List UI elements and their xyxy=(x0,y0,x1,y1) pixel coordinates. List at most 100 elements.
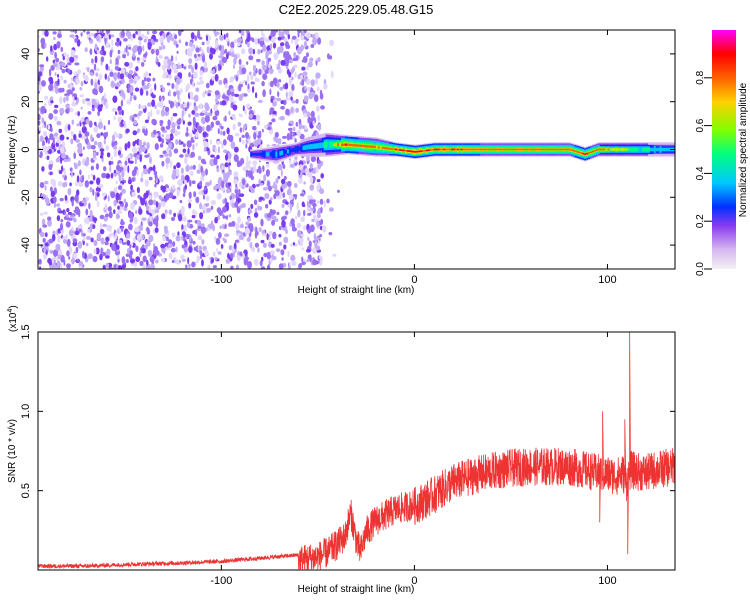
noise-speckle xyxy=(60,46,64,53)
noise-speckle xyxy=(293,64,298,69)
signal-band-cell xyxy=(657,147,660,152)
y-tick-label: 0.5 xyxy=(20,483,32,498)
noise-speckle xyxy=(42,140,45,147)
noise-speckle xyxy=(79,94,84,98)
noise-speckle xyxy=(118,227,122,234)
noise-speckle xyxy=(201,49,204,53)
noise-speckle xyxy=(266,59,268,67)
noise-speckle xyxy=(107,119,111,125)
noise-speckle xyxy=(122,242,127,245)
signal-band-cell xyxy=(393,148,396,151)
noise-speckle xyxy=(202,131,208,138)
noise-speckle xyxy=(129,95,133,102)
signal-band-cell xyxy=(261,152,264,156)
noise-speckle xyxy=(43,248,47,253)
noise-speckle xyxy=(129,254,133,260)
noise-speckle xyxy=(95,247,100,255)
noise-speckle xyxy=(139,88,144,96)
noise-speckle xyxy=(264,124,268,130)
noise-speckle xyxy=(59,107,65,115)
noise-speckle xyxy=(199,112,205,117)
noise-speckle xyxy=(167,119,171,127)
noise-speckle xyxy=(283,236,289,244)
noise-speckle xyxy=(165,236,169,242)
noise-speckle xyxy=(48,113,54,120)
signal-band-cell xyxy=(385,147,388,150)
noise-speckle xyxy=(317,114,320,122)
noise-speckle xyxy=(54,51,57,59)
noise-speckle xyxy=(168,73,172,80)
noise-speckle xyxy=(168,239,172,244)
noise-speckle xyxy=(110,156,113,161)
noise-speckle xyxy=(303,112,307,118)
noise-speckle xyxy=(65,122,69,131)
noise-speckle xyxy=(81,98,87,105)
noise-speckle xyxy=(136,234,141,242)
spectrogram-y-axis-label: Frequency (Hz) xyxy=(7,116,18,185)
noise-speckle xyxy=(255,231,259,236)
noise-speckle xyxy=(192,143,195,151)
signal-band-cell xyxy=(435,148,438,151)
noise-speckle xyxy=(217,128,220,135)
noise-speckle xyxy=(94,102,98,109)
noise-speckle xyxy=(80,81,84,87)
noise-speckle xyxy=(218,210,223,216)
noise-speckle xyxy=(41,145,48,153)
noise-speckle xyxy=(93,126,99,133)
noise-speckle xyxy=(41,30,45,36)
signal-band-cell xyxy=(288,149,291,153)
noise-speckle xyxy=(192,164,196,170)
noise-speckle xyxy=(199,202,202,210)
noise-speckle xyxy=(276,82,280,88)
noise-speckle xyxy=(138,40,142,46)
noise-speckle xyxy=(295,215,298,220)
noise-speckle xyxy=(144,179,149,187)
noise-speckle xyxy=(69,34,75,38)
signal-band-cell xyxy=(485,148,488,151)
noise-speckle xyxy=(106,224,112,232)
noise-speckle xyxy=(215,237,221,245)
noise-speckle xyxy=(59,222,64,231)
signal-band-cell xyxy=(420,150,423,152)
noise-speckle xyxy=(260,218,264,227)
signal-band-cell xyxy=(537,148,540,151)
noise-speckle xyxy=(52,31,57,35)
noise-speckle xyxy=(118,201,123,204)
noise-speckle xyxy=(242,252,245,260)
noise-speckle xyxy=(245,179,247,185)
noise-speckle xyxy=(181,234,184,241)
noise-speckle xyxy=(109,165,112,173)
noise-speckle xyxy=(224,224,227,229)
signal-band-cell xyxy=(250,153,253,156)
signal-band-cell xyxy=(516,148,519,151)
y-tick-label: 0 xyxy=(20,146,32,152)
noise-speckle xyxy=(200,226,206,234)
noise-speckle xyxy=(225,258,231,264)
noise-speckle xyxy=(287,127,293,131)
noise-speckle xyxy=(180,205,185,214)
noise-speckle xyxy=(175,246,178,253)
noise-speckle xyxy=(166,35,171,43)
noise-speckle xyxy=(154,83,157,91)
noise-speckle xyxy=(303,181,306,185)
signal-band-cell xyxy=(433,148,436,151)
noise-speckle xyxy=(53,43,58,51)
noise-speckle xyxy=(299,193,304,197)
noise-speckle xyxy=(304,125,308,130)
noise-speckle xyxy=(65,95,69,102)
signal-band-cell xyxy=(377,146,380,149)
noise-speckle xyxy=(80,32,83,37)
noise-speckle xyxy=(105,255,110,259)
noise-speckle xyxy=(133,96,137,101)
x-tick-label: 100 xyxy=(598,274,616,286)
noise-speckle xyxy=(142,255,147,263)
noise-speckle xyxy=(317,260,320,264)
noise-speckle xyxy=(246,139,251,145)
noise-speckle xyxy=(98,73,103,81)
noise-speckle xyxy=(297,229,302,238)
noise-speckle xyxy=(194,112,200,118)
noise-speckle xyxy=(171,259,175,264)
signal-band-cell xyxy=(354,144,357,147)
noise-speckle xyxy=(113,145,118,150)
noise-speckle xyxy=(310,110,315,118)
